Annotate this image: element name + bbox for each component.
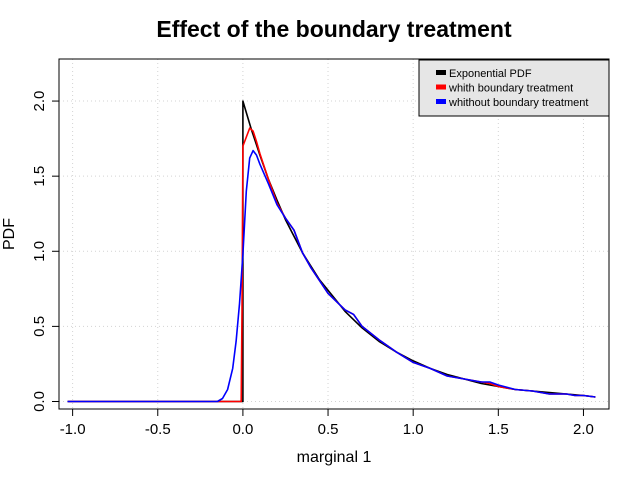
x-axis-label: marginal 1 (297, 449, 372, 466)
x-axis: -1.0 -0.5 0.0 0.5 1.0 1.5 2.0 (60, 408, 594, 438)
chart-title: Effect of the boundary treatment (156, 16, 512, 42)
legend-swatch (436, 70, 446, 75)
y-tick-label: 1.5 (31, 166, 48, 187)
series-lines (67, 100, 596, 403)
x-tick-label: -1.0 (60, 421, 86, 438)
y-axis-label: PDF (1, 218, 18, 250)
legend: Exponential PDF whith boundary treatment w… (418, 59, 610, 117)
legend-label: Exponential PDF (449, 68, 532, 80)
legend-label: whithout boundary treatment (448, 97, 588, 109)
y-tick-label: 0.0 (31, 391, 48, 412)
x-tick-label: -0.5 (145, 421, 171, 438)
legend-label: whith boundary treatment (448, 83, 573, 95)
legend-swatch (436, 99, 446, 104)
legend-entries: Exponential PDF whith boundary treatment w… (436, 68, 588, 109)
series-line-3 (67, 149, 596, 403)
x-tick-label: 0.0 (232, 421, 253, 438)
y-tick-label: 1.0 (31, 241, 48, 262)
x-tick-label: 0.5 (318, 421, 339, 438)
y-tick-label: 2.0 (31, 91, 48, 112)
x-tick-label: 1.5 (488, 421, 509, 438)
y-axis: 0.0 0.5 1.0 1.5 2.0 (31, 91, 60, 412)
x-tick-label: 2.0 (573, 421, 594, 438)
x-tick-label: 1.0 (403, 421, 424, 438)
legend-box (418, 59, 610, 117)
y-tick-label: 0.5 (31, 316, 48, 337)
legend-swatch (436, 84, 446, 90)
